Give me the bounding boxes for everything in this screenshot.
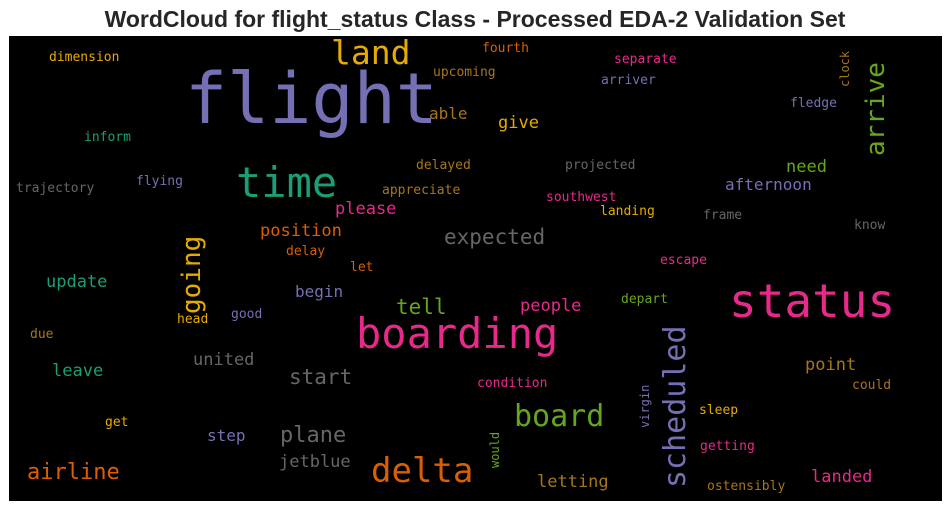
word-virgin: virgin [638,384,652,428]
word-projected: projected [565,158,636,173]
word-plane: plane [280,423,347,448]
word-flight: flight [185,58,438,140]
word-depart: depart [621,292,668,307]
word-fledge: fledge [790,96,837,111]
word-southwest: southwest [546,190,617,205]
word-frame: frame [703,208,743,223]
word-flying: flying [136,174,183,189]
word-letting: letting [537,472,609,492]
figure-title: WordCloud for flight_status Class - Proc… [104,6,846,32]
word-landed: landed [811,467,873,487]
word-leave: leave [52,361,104,381]
word-separate: separate [614,52,677,67]
word-landing: landing [600,204,655,219]
word-delta: delta [371,451,474,491]
word-time: time [236,158,338,207]
word-going: going [177,235,207,314]
word-know: know [854,218,886,233]
word-trajectory: trajectory [16,181,95,196]
word-need: need [786,157,827,177]
word-fourth: fourth [482,41,529,56]
word-arriver: arriver [601,73,656,88]
word-clock: clock [838,50,852,87]
word-united: united [193,350,255,370]
word-delay: delay [286,244,326,259]
word-arrive: arrive [861,62,891,156]
word-airline: airline [27,460,120,485]
word-position: position [260,221,342,241]
word-tell: tell [396,295,447,319]
word-begin: begin [295,282,344,301]
word-land: land [331,36,411,72]
word-escape: escape [660,253,707,268]
word-delayed: delayed [416,158,471,173]
word-good: good [231,307,263,322]
word-head: head [177,312,209,327]
word-sleep: sleep [699,403,739,418]
word-please: please [335,199,397,219]
word-update: update [46,272,108,292]
word-let: let [350,260,374,275]
word-could: could [852,378,892,393]
word-give: give [498,113,539,133]
word-able: able [429,104,468,123]
word-step: step [207,426,246,445]
word-inform: inform [84,130,131,145]
word-board: board [514,399,605,434]
word-people: people [520,296,582,316]
wordcloud-canvas: flight status boarding time delta land schedul… [9,36,942,501]
word-point: point [805,355,857,375]
word-appreciate: appreciate [382,183,461,198]
word-scheduled: scheduled [658,325,693,488]
word-jetblue: jetblue [279,452,351,472]
word-upcoming: upcoming [433,65,496,80]
word-dimension: dimension [49,50,120,65]
word-due: due [30,327,54,342]
word-start: start [289,365,353,389]
word-expected: expected [444,225,546,249]
word-getting: getting [700,439,755,454]
word-boarding: boarding [356,309,559,358]
word-afternoon: afternoon [725,175,812,194]
word-ostensibly: ostensibly [707,479,786,494]
word-get: get [105,415,129,430]
word-condition: condition [477,376,548,391]
word-status: status [729,274,896,328]
word-would: would [488,431,502,468]
